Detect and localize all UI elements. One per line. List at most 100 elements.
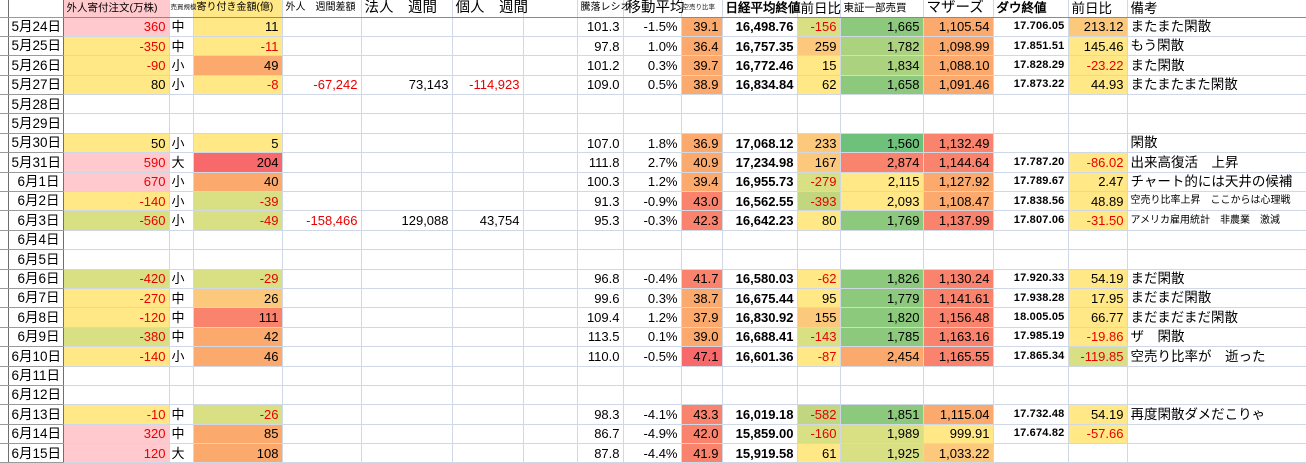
cell-cweek[interactable] (361, 17, 453, 37)
cell-fweek[interactable] (282, 404, 362, 425)
cell-ratio[interactable]: 91.3 (577, 191, 624, 212)
cell-remarks[interactable]: 閑散 (1127, 133, 1306, 154)
cell-cweek[interactable] (361, 307, 453, 328)
cell-nikkei[interactable]: 15,919.58 (722, 443, 798, 463)
cell-short[interactable] (681, 385, 723, 406)
cell-nkchg[interactable]: 233 (797, 133, 841, 154)
cell-date[interactable]: 5月26日 (8, 55, 64, 76)
cell-nikkei[interactable]: 16,642.23 (722, 210, 798, 231)
cell-remarks[interactable]: 出来高復活 上昇 (1127, 152, 1306, 173)
cell-short[interactable] (681, 94, 723, 115)
cell-short[interactable] (681, 366, 723, 386)
cell-foreign[interactable]: -270 (63, 288, 170, 309)
cell-dowchg[interactable]: 213.12 (1068, 17, 1128, 37)
cell-mothers[interactable] (923, 249, 994, 270)
cell-dow[interactable]: 17.732.48 (993, 404, 1069, 425)
cell-scale[interactable]: 中 (169, 17, 194, 37)
cell-remarks[interactable] (1127, 230, 1306, 251)
cell-date[interactable]: 6月7日 (8, 288, 64, 309)
cell-scale[interactable] (169, 94, 194, 115)
cell-spacer[interactable] (523, 55, 578, 76)
cell-dow[interactable]: 17.789.67 (993, 172, 1069, 193)
cell-date[interactable]: 6月5日 (8, 249, 64, 270)
cell-ratio[interactable]: 99.6 (577, 288, 624, 309)
cell-fweek[interactable] (282, 36, 362, 57)
cell-short[interactable]: 38.7 (681, 288, 723, 309)
cell-foreign[interactable]: -140 (63, 191, 170, 212)
cell-cweek[interactable] (361, 94, 453, 115)
cell-foreign[interactable]: 320 (63, 424, 170, 445)
cell-ma[interactable]: -0.5% (623, 346, 682, 367)
cell-nkchg[interactable]: 155 (797, 307, 841, 328)
cell-mothers[interactable]: 1,137.99 (923, 210, 994, 231)
cell-edge[interactable] (0, 210, 9, 231)
cell-nikkei[interactable]: 17,234.98 (722, 152, 798, 173)
cell-fweek[interactable] (282, 230, 362, 251)
cell-dow[interactable] (993, 385, 1069, 406)
cell-iweek[interactable] (452, 424, 524, 445)
cell-open[interactable]: -49 (193, 210, 283, 231)
cell-dow[interactable] (993, 249, 1069, 270)
cell-cweek[interactable] (361, 172, 453, 193)
col-header-cweek[interactable]: 法人 週間 (361, 0, 453, 18)
cell-edge[interactable] (0, 152, 9, 173)
cell-mothers[interactable]: 1,163.16 (923, 327, 994, 348)
cell-tse[interactable]: 1,658 (840, 75, 924, 96)
cell-fweek[interactable] (282, 327, 362, 348)
col-header-ma[interactable]: 移動平均 (623, 0, 685, 18)
cell-foreign[interactable] (63, 113, 170, 134)
cell-spacer[interactable] (523, 172, 578, 193)
cell-foreign[interactable]: 670 (63, 172, 170, 193)
cell-dow[interactable]: 17.851.51 (993, 36, 1069, 57)
cell-spacer[interactable] (523, 443, 578, 463)
cell-fweek[interactable] (282, 366, 362, 386)
cell-date[interactable]: 6月15日 (8, 443, 64, 463)
cell-fweek[interactable] (282, 191, 362, 212)
cell-edge[interactable] (0, 133, 9, 154)
cell-nkchg[interactable]: -160 (797, 424, 841, 445)
cell-spacer[interactable] (523, 366, 578, 386)
cell-tse[interactable]: 1,785 (840, 327, 924, 348)
cell-short[interactable]: 36.4 (681, 36, 723, 57)
col-header-edge[interactable] (0, 0, 9, 18)
col-header-remarks[interactable]: 備考 (1127, 0, 1306, 18)
cell-ma[interactable]: 0.1% (623, 327, 682, 348)
cell-mothers[interactable]: 1,144.64 (923, 152, 994, 173)
cell-dowchg[interactable] (1068, 385, 1128, 406)
cell-nikkei[interactable]: 16,688.41 (722, 327, 798, 348)
cell-nikkei[interactable] (722, 113, 798, 134)
cell-date[interactable]: 5月27日 (8, 75, 64, 96)
cell-nikkei[interactable]: 16,019.18 (722, 404, 798, 425)
cell-nkchg[interactable] (797, 113, 841, 134)
cell-nkchg[interactable]: -279 (797, 172, 841, 193)
cell-scale[interactable] (169, 249, 194, 270)
cell-ratio[interactable]: 109.0 (577, 75, 624, 96)
cell-fweek[interactable] (282, 17, 362, 37)
cell-dowchg[interactable] (1068, 249, 1128, 270)
cell-remarks[interactable]: まだ閑散 (1127, 269, 1306, 289)
cell-iweek[interactable] (452, 385, 524, 406)
cell-fweek[interactable] (282, 94, 362, 115)
cell-edge[interactable] (0, 346, 9, 367)
cell-dow[interactable]: 17.674.82 (993, 424, 1069, 445)
cell-date[interactable]: 6月4日 (8, 230, 64, 251)
cell-remarks[interactable]: アメリカ雇用統計 非農業 激減 (1127, 210, 1306, 231)
col-header-fweek[interactable]: 外人 週間差額 (282, 0, 362, 18)
col-header-date[interactable] (8, 0, 64, 18)
cell-remarks[interactable] (1127, 385, 1306, 406)
cell-iweek[interactable] (452, 36, 524, 57)
cell-ratio[interactable]: 98.3 (577, 404, 624, 425)
cell-ma[interactable]: 0.5% (623, 75, 682, 96)
cell-tse[interactable]: 1,779 (840, 288, 924, 309)
cell-open[interactable]: 111 (193, 307, 283, 328)
cell-ratio[interactable]: 113.5 (577, 327, 624, 348)
cell-edge[interactable] (0, 404, 9, 425)
cell-iweek[interactable] (452, 249, 524, 270)
cell-short[interactable]: 41.9 (681, 443, 723, 463)
cell-short[interactable]: 36.9 (681, 133, 723, 154)
cell-ma[interactable]: -4.9% (623, 424, 682, 445)
cell-scale[interactable]: 大 (169, 152, 194, 173)
cell-ma[interactable] (623, 249, 682, 270)
cell-open[interactable]: 11 (193, 17, 283, 37)
cell-iweek[interactable] (452, 307, 524, 328)
